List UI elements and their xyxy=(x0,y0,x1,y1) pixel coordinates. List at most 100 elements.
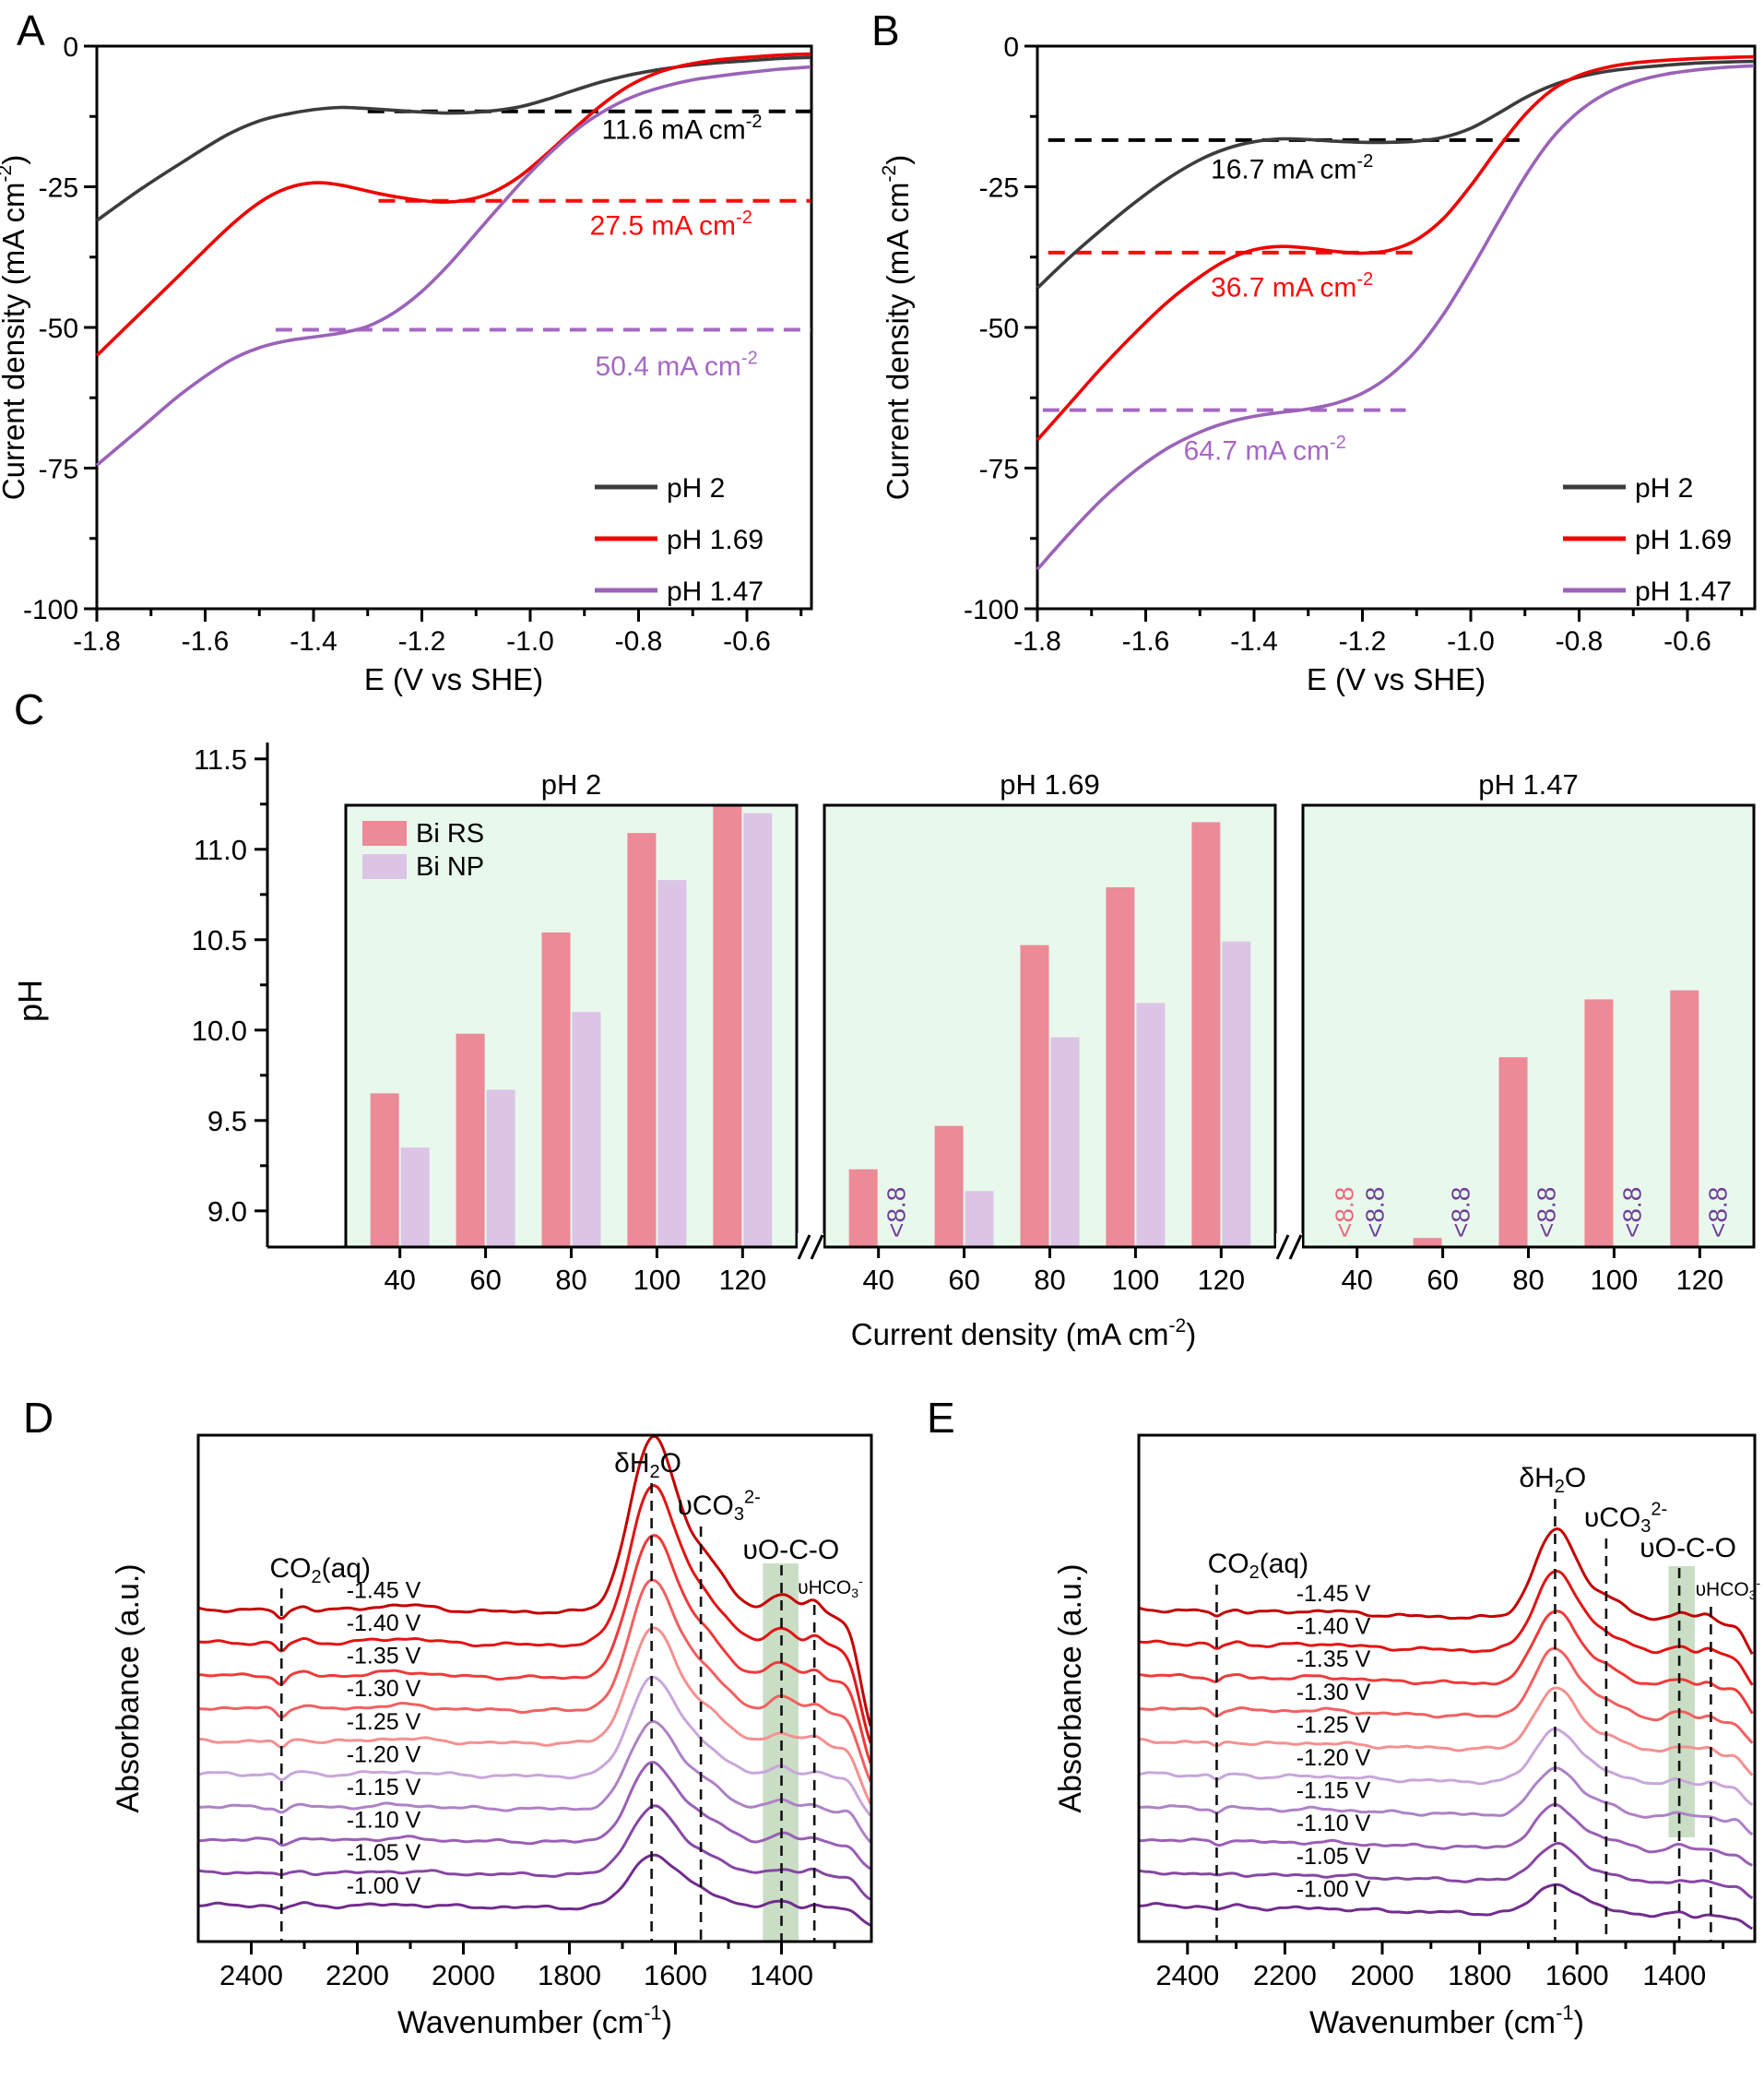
spectrum-curve--1-10-V xyxy=(1138,1802,1753,1867)
voltage-label: -1.10 V xyxy=(1296,1811,1371,1836)
x-tick-label: 120 xyxy=(718,1264,766,1296)
x-tick-label: 1800 xyxy=(1448,1959,1511,1991)
x-tick-label: -1.0 xyxy=(1447,626,1495,657)
plot-frame xyxy=(1137,1433,1757,1943)
subpanel-title: pH 1.69 xyxy=(1000,768,1100,801)
spectrum-curve--1-00-V xyxy=(198,1853,871,1927)
x-axis-title: E (V vs SHE) xyxy=(364,662,543,696)
x-tick-label: 60 xyxy=(1427,1264,1458,1296)
reference-line-label: 16.7 mA cm-2 xyxy=(1211,151,1373,185)
spectrum-curve--1-40-V xyxy=(1139,1569,1754,1686)
x-axis-title: Wavenumber (cm-1) xyxy=(1309,2002,1584,2040)
voltage-label: -1.15 V xyxy=(1296,1778,1371,1804)
y-tick-label: 10.0 xyxy=(192,1015,247,1047)
y-tick-label: 9.5 xyxy=(207,1105,247,1137)
y-axis-title: Absorbance (a.u.) xyxy=(1053,1563,1088,1812)
x-tick-label: 1400 xyxy=(750,1959,813,1991)
bar-bi-np xyxy=(965,1191,994,1247)
x-tick-label: -0.8 xyxy=(615,626,663,657)
peak-annotation: CO2(aq) xyxy=(270,1553,371,1587)
bar-bi-np xyxy=(572,1012,601,1247)
series-curve-pH-1-47 xyxy=(1036,64,1755,571)
axis-break-mask xyxy=(1276,1233,1302,1261)
x-tick-label: -1.6 xyxy=(1122,626,1170,657)
subpanel-title: pH 1.47 xyxy=(1478,768,1579,801)
x-tick-label: 1600 xyxy=(644,1959,707,1991)
x-tick-label: 2000 xyxy=(432,1959,495,1991)
y-tick-label: 0 xyxy=(63,32,78,63)
y-tick-label: -25 xyxy=(39,173,78,204)
voltage-label: -1.05 V xyxy=(347,1840,421,1866)
bar-bi-rs xyxy=(456,1033,485,1247)
voltage-label: -1.00 V xyxy=(1296,1876,1371,1902)
axis-break-mask xyxy=(798,1233,823,1261)
y-tick-label: -50 xyxy=(39,314,78,344)
x-axis-title: E (V vs SHE) xyxy=(1307,662,1486,696)
legend-label: pH 2 xyxy=(667,473,725,504)
x-tick-label: -0.6 xyxy=(1663,626,1711,657)
voltage-label: -1.15 V xyxy=(347,1775,421,1800)
y-tick-label: 11.0 xyxy=(194,834,247,866)
spectrum-curve--1-35-V xyxy=(1139,1610,1754,1715)
y-tick-label: 9.0 xyxy=(207,1195,247,1228)
voltage-label: -1.30 V xyxy=(1296,1680,1371,1705)
voltage-label: -1.30 V xyxy=(347,1676,421,1702)
voltage-label: -1.35 V xyxy=(347,1644,421,1669)
below-detection-label-np: <8.8 xyxy=(1617,1187,1646,1238)
y-tick-label: -50 xyxy=(979,314,1019,344)
bar-bi-rs xyxy=(627,833,657,1247)
bar-bi-rs xyxy=(1584,999,1614,1247)
voltage-label: -1.40 V xyxy=(1296,1614,1371,1640)
bar-bi-rs xyxy=(541,932,571,1247)
legend-swatch-bi-rs xyxy=(362,821,407,846)
bar-bi-np xyxy=(486,1089,515,1247)
legend-label: pH 1.47 xyxy=(1635,576,1732,607)
x-tick-label: 2400 xyxy=(1155,1959,1219,1991)
bar-bi-np xyxy=(743,813,773,1247)
y-tick-label: -75 xyxy=(39,455,78,485)
peak-annotation: δH2O xyxy=(614,1448,681,1482)
spectrum-curve--1-25-V xyxy=(197,1626,872,1805)
x-tick-label: 1400 xyxy=(1642,1959,1706,1991)
voltage-label: -1.25 V xyxy=(1296,1712,1371,1738)
y-axis-title: Current density (mA cm-2) xyxy=(0,155,30,500)
voltage-label: -1.10 V xyxy=(347,1808,421,1834)
bar-bi-rs xyxy=(1498,1057,1528,1247)
spectrum-curve--1-45-V xyxy=(1138,1527,1754,1655)
spectrum-curve--1-30-V xyxy=(197,1578,872,1783)
peak-annotation: υCO32- xyxy=(677,1487,760,1525)
axis-break-mark xyxy=(810,1234,824,1260)
reference-line-label: 64.7 mA cm-2 xyxy=(1184,433,1346,467)
legend-label-bi-rs: Bi RS xyxy=(416,819,484,849)
x-tick-label: 2000 xyxy=(1351,1959,1415,1991)
x-tick-label: 2200 xyxy=(326,1959,389,1991)
x-tick-label: -1.2 xyxy=(398,626,446,657)
legend-label-bi-np: Bi NP xyxy=(416,852,484,882)
bar-bi-rs xyxy=(934,1125,964,1247)
x-tick-label: -0.8 xyxy=(1556,626,1604,657)
x-tick-label: 80 xyxy=(1512,1264,1544,1296)
spectrum-curve--1-45-V xyxy=(197,1434,872,1727)
bar-bi-np xyxy=(1136,1003,1166,1247)
spectrum-curve--1-35-V xyxy=(198,1533,872,1764)
bar-bi-np xyxy=(400,1147,430,1247)
panel-label-d: D xyxy=(23,1394,54,1442)
bar-bi-rs xyxy=(1670,990,1699,1247)
panel-label-c: C xyxy=(14,685,45,733)
bar-bi-np xyxy=(657,880,687,1247)
reference-line-label: 50.4 mA cm-2 xyxy=(596,348,758,382)
peak-annotation: υO-C-O xyxy=(742,1535,839,1565)
series-curve-pH-1-69 xyxy=(95,52,811,357)
x-axis-title: Wavenumber (cm-1) xyxy=(397,2002,672,2040)
spectrum-curve--1-05-V xyxy=(197,1804,871,1901)
x-tick-label: -1.8 xyxy=(1013,626,1061,657)
series-curve-pH-2 xyxy=(1036,59,1755,290)
below-detection-label-np: <8.8 xyxy=(1447,1187,1475,1238)
y-tick-label: 11.5 xyxy=(194,743,247,776)
series-curve-pH-1-69 xyxy=(1036,54,1755,442)
spectrum-curve--1-30-V xyxy=(1138,1646,1754,1744)
x-tick-label: -1.8 xyxy=(73,626,121,657)
peak-annotation: δH2O xyxy=(1519,1463,1586,1497)
y-tick-label: 0 xyxy=(1003,32,1019,63)
x-tick-label: 60 xyxy=(948,1264,979,1296)
